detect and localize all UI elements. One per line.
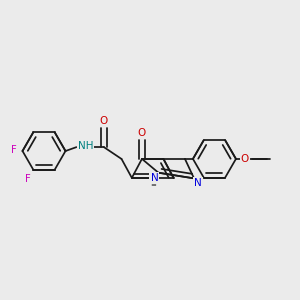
Text: N: N: [151, 173, 158, 183]
Text: =: =: [150, 182, 156, 188]
Text: N: N: [194, 178, 202, 188]
Text: O: O: [241, 154, 249, 164]
Text: O: O: [100, 116, 108, 126]
Text: F: F: [26, 174, 31, 184]
Text: NH: NH: [78, 141, 93, 151]
Text: O: O: [138, 128, 146, 137]
Text: F: F: [11, 145, 16, 155]
